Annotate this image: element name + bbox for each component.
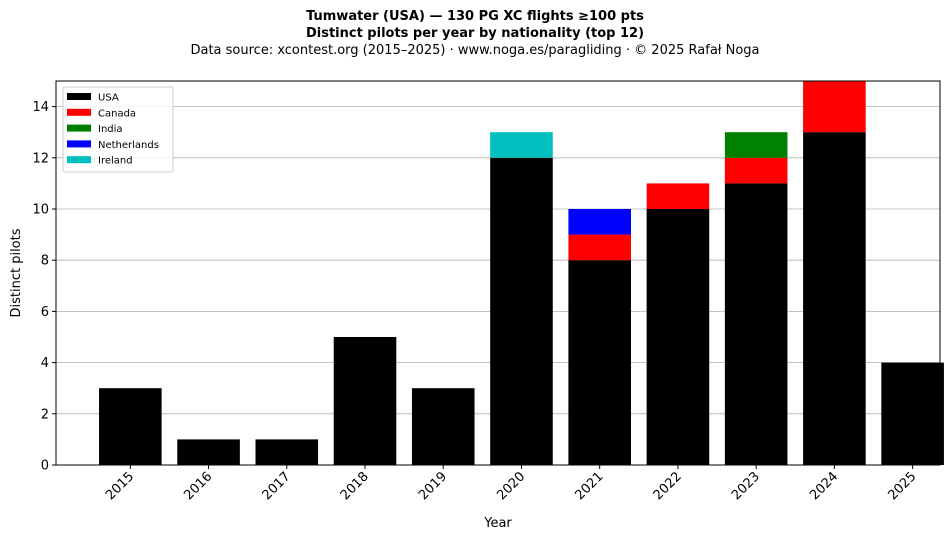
legend-swatch-netherlands [67,140,91,148]
legend-label-canada: Canada [98,108,136,119]
legend: USA Canada India Netherlands Ireland [62,86,174,173]
bar-usa-2016 [177,439,240,465]
x-tick-label: 2025 [885,469,919,503]
y-tick-label: 8 [41,254,49,269]
legend-label-india: India [98,124,123,135]
bar-usa-2018 [333,337,397,465]
legend-label-ireland: Ireland [98,156,133,167]
bar-usa-2023 [724,183,788,465]
plot-frame [55,80,941,466]
bar-canada-2021 [568,234,631,261]
y-tick-label: 0 [41,459,49,474]
y-tick-label: 4 [41,356,49,371]
y-tick-label: 12 [32,151,49,166]
bar-canada-2024 [803,81,866,133]
chart-title: Tumwater (USA) — 130 PG XC flights ≥100 … [306,9,644,24]
x-tick-label: 2019 [416,469,450,503]
x-tick-label: 2022 [651,469,685,503]
bar-usa-2025 [881,362,944,465]
x-tick-label: 2024 [807,469,841,503]
chart-title-block: Tumwater (USA) — 130 PG XC flights ≥100 … [0,8,950,59]
x-tick-label: 2016 [181,469,215,503]
bar-ireland-2020 [490,132,553,158]
bars [99,81,944,466]
legend-label-netherlands: Netherlands [98,140,159,151]
x-tick-label: 2018 [338,469,372,503]
legend-swatch-canada [67,108,91,116]
x-tick-label: 2015 [103,469,137,503]
x-axis: 2015 2016 2017 2018 2019 2020 2021 2022 2023 2024… [103,465,919,503]
bar-usa-2019 [411,388,475,465]
bar-usa-2017 [255,439,319,465]
y-tick-label: 10 [32,203,49,218]
bar-usa-2021 [568,260,631,465]
y-tick-label: 6 [41,305,49,320]
x-tick-label: 2023 [729,469,763,503]
y-axis-label: Distinct pilots [9,228,24,317]
x-axis-label: Year [483,516,512,531]
bar-usa-2024 [803,132,866,465]
legend-swatch-india [67,124,91,132]
bar-usa-2015 [99,388,162,465]
x-tick-label: 2021 [573,469,607,503]
bar-netherlands-2021 [568,209,631,235]
bar-usa-2020 [490,157,553,466]
legend-swatch-ireland [67,156,91,164]
legend-label-usa: USA [98,93,119,104]
y-axis: 0 2 4 6 8 10 12 14 [32,100,56,474]
x-tick-label: 2020 [494,469,528,503]
bar-india-2023 [724,132,788,158]
data-source-note: Data source: xcontest.org (2015–2025) · … [190,43,760,58]
bar-usa-2022 [646,209,710,465]
legend-box [62,86,174,173]
chart-subtitle: Distinct pilots per year by nationality … [305,26,645,41]
x-tick-label: 2017 [260,469,294,503]
bar-canada-2022 [646,183,710,209]
y-tick-label: 14 [32,100,49,115]
bar-canada-2023 [724,157,788,184]
legend-swatch-usa [67,93,91,100]
y-tick-label: 2 [41,407,49,422]
